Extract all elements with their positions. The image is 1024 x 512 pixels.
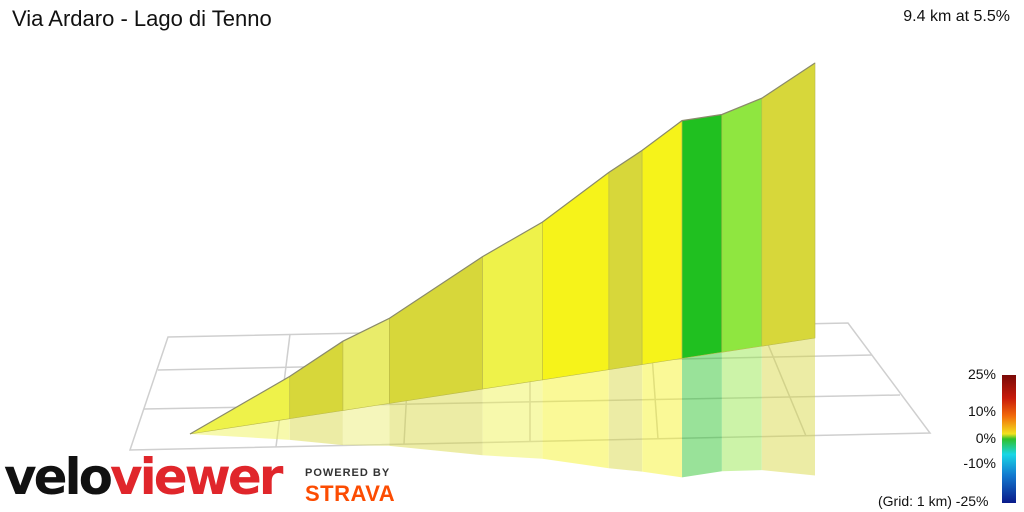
profile-ridge-line: [189, 62, 816, 435]
reflection-segment: [761, 338, 815, 476]
reflection-segment: [190, 418, 290, 440]
grid-scale-note: (Grid: 1 km) -25%: [878, 493, 988, 509]
logo-viewer: viewer: [110, 448, 283, 506]
profile-segment: [641, 120, 683, 365]
profile-segment: [681, 114, 723, 359]
profile-walls: [189, 62, 816, 435]
profile-reflection: [190, 338, 815, 478]
reflection-segment: [542, 369, 609, 469]
powered-by-text: POWERED BY: [305, 467, 391, 479]
profile-segment: [721, 97, 763, 353]
profile-segment: [608, 149, 643, 371]
legend-label-0: 0%: [975, 430, 996, 446]
reflection-segment: [608, 364, 643, 472]
legend-label-25: 25%: [967, 366, 996, 382]
legend-label-minus10: -10%: [963, 455, 996, 471]
reflection-segment: [482, 379, 543, 459]
page-title: Via Ardaro - Lago di Tenno: [12, 6, 272, 31]
legend-label-minus25: -25%: [955, 493, 989, 509]
reflection-segment: [721, 346, 762, 472]
legend-label-10: 10%: [967, 403, 996, 419]
reflection-segment: [342, 403, 390, 446]
reflection-segment: [682, 352, 722, 478]
logo-velo: velo: [4, 448, 113, 506]
strava-logo[interactable]: STRAVA: [305, 481, 396, 506]
gradient-legend-bar: [1002, 375, 1016, 503]
profile-segment: [761, 62, 816, 347]
profile-segment: [289, 340, 344, 420]
grid-note-text: (Grid: 1 km): [878, 493, 952, 509]
profile-segment: [389, 256, 483, 404]
profile-segment: [542, 171, 610, 381]
reflection-segment: [389, 389, 483, 456]
veloviewer-logo[interactable]: veloviewer: [4, 452, 283, 502]
distance-summary: 9.4 km at 5.5%: [903, 8, 1010, 25]
reflection-segment: [642, 358, 683, 478]
profile-segment: [342, 317, 390, 411]
reflection-segment: [289, 410, 343, 446]
profile-segment: [482, 221, 543, 390]
